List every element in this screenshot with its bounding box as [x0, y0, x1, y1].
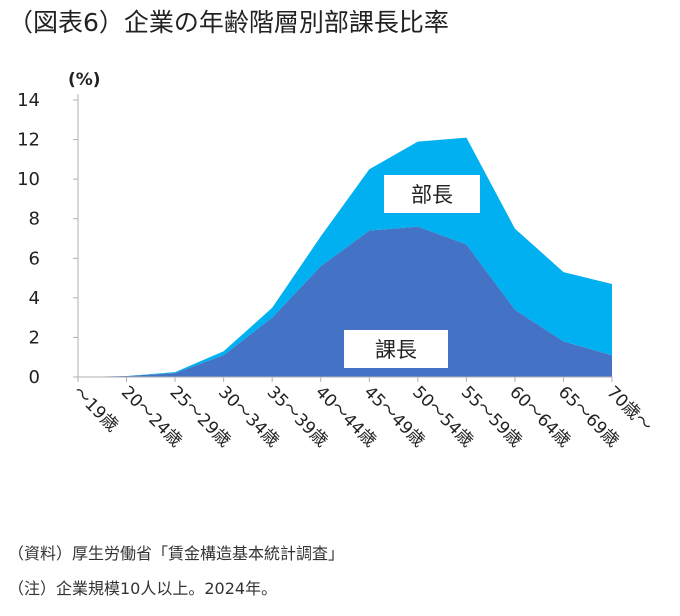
- y-tick-label: 2: [29, 327, 40, 348]
- label-layer: 課長 部長: [344, 175, 480, 368]
- chart-title: （図表6）企業の年齢階層別部課長比率: [8, 8, 449, 37]
- scope-note: （注）企業規模10人以上。2024年。: [8, 579, 278, 598]
- y-tick-label: 8: [29, 209, 40, 230]
- y-tick-label: 14: [17, 90, 40, 111]
- x-tick-label: ～19歳: [68, 382, 121, 435]
- series-label-bucho: 部長: [411, 183, 453, 207]
- y-tick-label: 0: [29, 367, 40, 388]
- y-tick-label: 6: [29, 248, 40, 269]
- series-label-bucho-box: [384, 175, 480, 213]
- y-tick-label: 4: [29, 288, 40, 309]
- y-tick-label: 10: [17, 169, 40, 190]
- y-axis-unit-label: (%): [68, 70, 101, 90]
- stacked-area-chart: 02468101214～19歳20～24歳25～29歳30～34歳35～39歳4…: [17, 70, 656, 451]
- source-note: （資料）厚生労働省「賃金構造基本統計調査」: [8, 544, 345, 563]
- area-series-kacho: [78, 226, 612, 377]
- series-label-kacho: 課長: [375, 338, 417, 362]
- y-tick-label: 12: [17, 130, 40, 151]
- series-label-kacho-box: [344, 330, 448, 368]
